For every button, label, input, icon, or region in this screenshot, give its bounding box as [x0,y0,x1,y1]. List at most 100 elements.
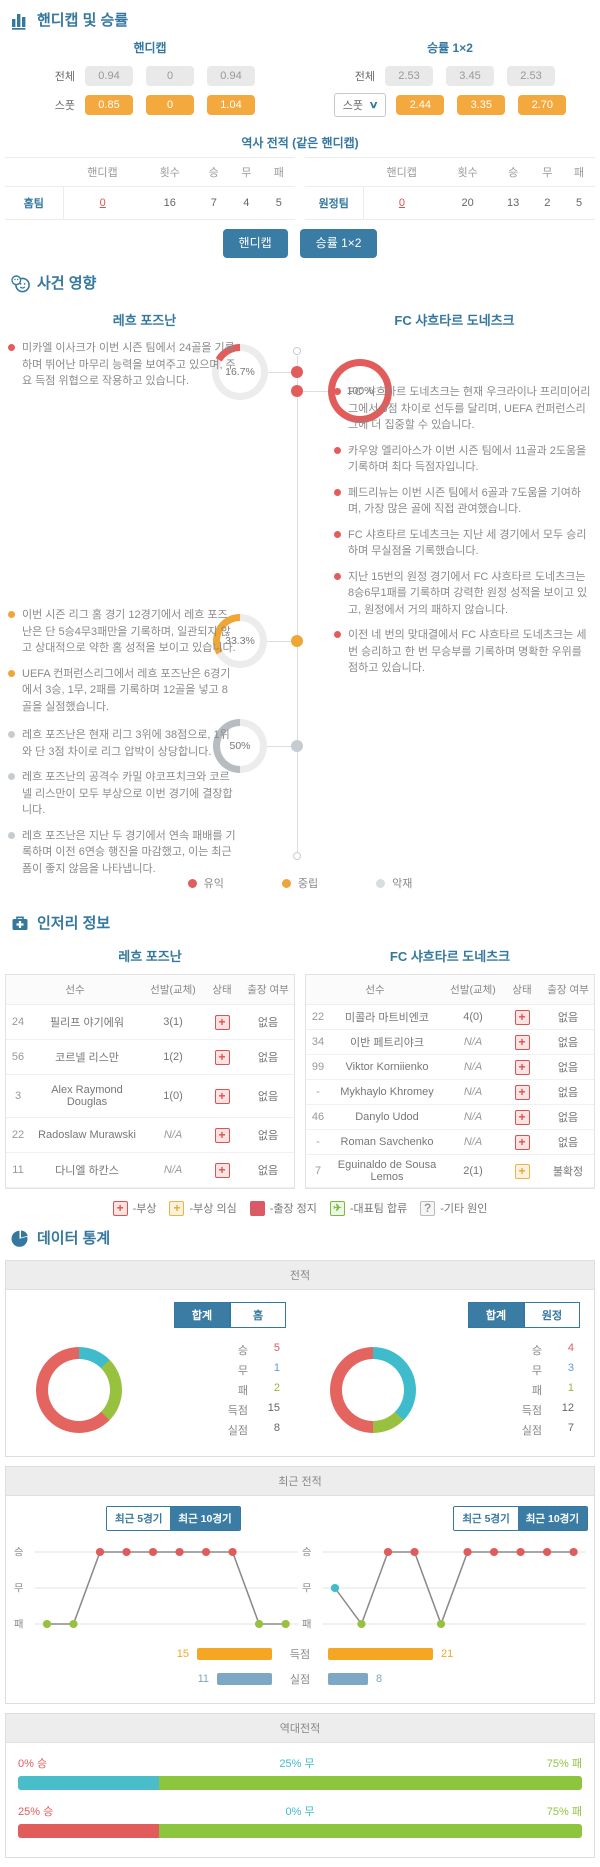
away-team-name: FC 샤흐타르 도네츠크 [394,313,515,328]
history-header-row: 핸디캡 횟수 승 무 패 [305,157,595,187]
events-section-title: 사건 영향 [37,275,97,292]
event-bullet: 미카엘 이사크가 이번 시즌 팀에서 24골을 기록하며 뛰어난 마무리 능력을… [8,340,236,390]
bullet-dot-icon [334,572,341,580]
odds-value-pill: 3.35 [457,95,506,115]
history-value-cell: 7 [197,186,231,220]
record-stat-value: 4 [567,1342,574,1354]
svg-text:승: 승 [302,1547,311,1559]
svg-text:무: 무 [302,1584,311,1595]
history-header-cell: 횟수 [141,157,198,187]
gauge-value: 50% [220,726,260,766]
injury-tables: 레흐 포즈난 선수 선발(교체) 상태 출장 여부 24 필리프 야기에워 3(1) + 없음 5… [0,936,600,1189]
injury-status-icon: + [514,1034,530,1050]
handicap-column: 핸디캡 전체 0.94 0 0.94 스풋 0.85 0 1.04 [0,35,300,123]
market-select-dropdown[interactable]: 스풋 ∨ [333,93,387,117]
home-beneficial-bullets: 미카엘 이사크가 이번 시즌 팀에서 24골을 기록하며 뛰어난 마무리 능력을… [8,340,236,399]
recent-range-tab[interactable]: 최근 10경기 [517,1507,587,1530]
status-cell: + [502,1004,542,1030]
record-tab[interactable]: 합계 [468,1302,524,1328]
record-stat-row: 득점 12 [522,1402,574,1418]
record-stat-label: 패 [237,1385,248,1397]
player-name-cell: Danylo Udod [330,1104,444,1130]
injury-status-icon: + [112,1200,128,1216]
handicap-button[interactable]: 핸디캡 [222,229,288,258]
bullet-dot-icon [334,530,341,538]
gauge-value: 33.3% [220,621,260,661]
apps-cell: N/A [444,1079,502,1105]
event-bullet: UEFA 컨퍼런스리그에서 레흐 포즈난은 6경기에서 3승, 1무, 2패를 … [8,666,236,716]
injury-row: 11 다니엘 하칸스 N/A + 없음 [6,1152,294,1188]
doubt-status-icon: + [514,1163,530,1179]
away-injury-table: 선수 선발(교체) 상태 출장 여부 22 미콜라 마트비엔코 4(0) + 없음 34 이반 페트… [306,975,594,1188]
injury-header-cell: 상태 [502,975,542,1005]
player-name-cell: 다니엘 하칸스 [30,1152,144,1188]
injury-row: 46 Danylo Udod N/A + 없음 [306,1104,594,1130]
winrate-button[interactable]: 승률 1×2 [299,229,378,258]
event-bullet-text: 레흐 포즈난은 현재 리그 3위에 38점으로, 1위와 단 3점 차이로 리그… [22,729,230,758]
odds-value-pill: 1.04 [207,95,255,115]
record-stat-value: 5 [273,1342,280,1354]
connector-line [266,641,292,642]
odds-section-title: 핸디캡 및 승률 [37,12,129,29]
away-beneficial-bullets: FC 샤흐타르 도네츠크는 현재 우크라이나 프리미어리그에서 3점 차이로 선… [334,384,594,686]
bullet-dot-icon [334,631,341,638]
injury-status-icon: + [214,1162,230,1178]
winrate-spot-row: 스풋 ∨ 2.44 3.35 2.70 [300,93,600,117]
home-history-table: 핸디캡 횟수 승 무 패 홈팀 0 16 7 4 5 [5,157,295,220]
events-legend-label: 유익 [203,878,224,890]
injury-status-icon: + [514,1059,530,1075]
record-stat-row: 실점 7 [522,1422,574,1438]
record-stat-row: 득점 15 [228,1402,280,1418]
winrate-total-row: 전체 2.53 3.45 2.53 [300,65,600,87]
away-bar-cell: 21 [328,1648,582,1660]
recent-range-tab[interactable]: 최근 5경기 [107,1507,171,1530]
injury-row: 22 Radoslaw Murawski N/A + 없음 [6,1117,294,1153]
h2h-row: 0% 승 25% 무 75% 패 [18,1755,582,1790]
recent-range-tab[interactable]: 최근 10경기 [170,1507,240,1530]
status-cell: + [502,1129,542,1155]
bar-row-label: 득점 [289,1649,311,1661]
odds-section: 핸디캡 및 승률 핸디캡 전체 0.94 0 0.94 스풋 0.85 0 1.04 승… [0,0,600,258]
event-bullet-text: FC 샤흐타르 도네츠크는 현재 우크라이나 프리미어리그에서 3점 차이로 선… [348,386,591,431]
record-tab[interactable]: 합계 [174,1302,230,1328]
injury-status-icon: + [514,1109,530,1125]
national-status-icon: ✈ [329,1200,345,1216]
injury-row: 22 미콜라 마트비엔코 4(0) + 없음 [306,1004,594,1030]
recent-toggles-row: 최근 5경기 최근 10경기 최근 5경기 최근 10경기 [6,1504,594,1536]
handicap-link[interactable]: 0 [398,197,405,209]
player-number-cell: 11 [6,1152,30,1188]
odds-section-header: 핸디캡 및 승률 [0,0,600,33]
status-cell: + [502,1154,542,1188]
player-name-cell: Eguinaldo de Sousa Lemos [330,1154,444,1188]
record-tab[interactable]: 홈 [230,1302,286,1328]
bullet-dot-icon [8,731,15,738]
player-number-cell: 22 [6,1117,30,1153]
history-tables: 핸디캡 횟수 승 무 패 홈팀 0 16 7 4 5 핸디캡 횟수 승 무 패 원정팀 0 20 13 2 5 [0,157,600,220]
event-bullet: FC 샤흐타르 도네츠크는 현재 우크라이나 프리미어리그에서 3점 차이로 선… [334,384,594,434]
history-title: 역사 전적 (같은 핸디캡) [241,136,359,150]
record-tab[interactable]: 원정 [524,1302,580,1328]
status-cell: + [202,1004,242,1040]
handicap-link[interactable]: 0 [99,197,106,209]
recent-range-tab[interactable]: 최근 5경기 [454,1507,518,1530]
record-stat-label: 득점 [521,1405,542,1417]
player-number-cell: 22 [306,1004,330,1030]
odds-value-pill: 3.45 [446,66,494,86]
history-header-cell [5,157,63,187]
apps-cell: 1(2) [144,1039,202,1075]
injury-legend-label: -기타 원인 [440,1203,488,1215]
h2h-percentage-label: 75% 패 [546,1758,582,1770]
history-header-cell: 패 [262,157,295,187]
bullet-dot-icon [8,773,15,780]
injury-legend-label: -출장 정지 [269,1203,317,1215]
odds-value-pill: 2.70 [518,95,567,115]
injury-header-cell: 출장 여부 [542,975,594,1005]
injury-status-icon: + [514,1084,530,1100]
h2h-percentage-label: 25% 승 [18,1806,54,1818]
timeline-dot-negative [291,740,303,752]
